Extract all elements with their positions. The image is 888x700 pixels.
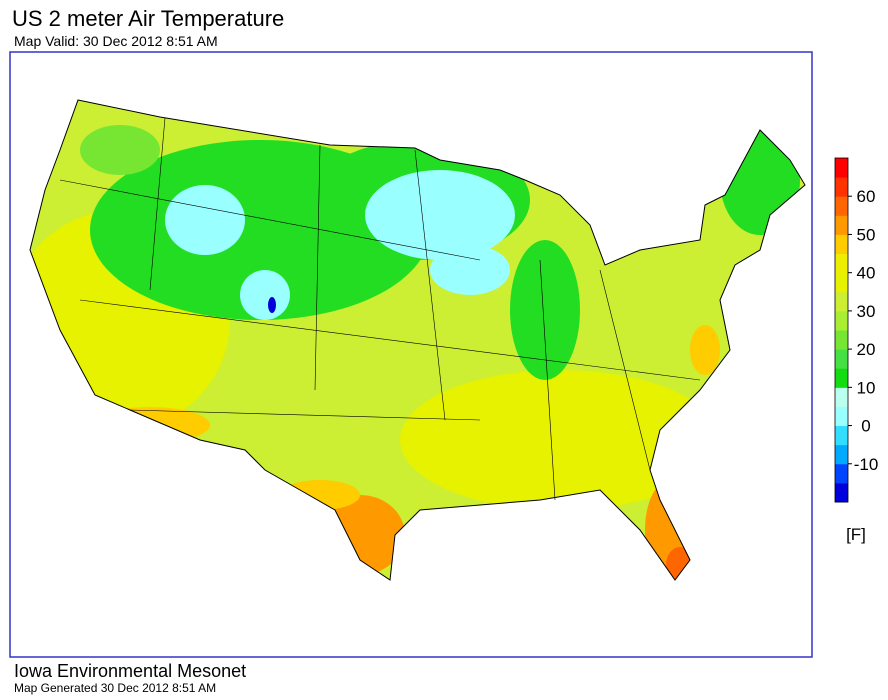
colorbar-band	[835, 196, 848, 216]
colorbar-label: -10	[854, 455, 879, 474]
colorbar-band	[835, 272, 848, 293]
colorbar-band	[835, 234, 848, 255]
us-outline	[29, 99, 806, 581]
title: US 2 meter Air Temperature	[12, 6, 284, 31]
colorbar-band	[835, 444, 848, 465]
colorbar-band	[835, 330, 848, 350]
colorbar-band	[835, 310, 848, 331]
footer-org: Iowa Environmental Mesonet	[14, 661, 246, 681]
subtitle: Map Valid: 30 Dec 2012 8:51 AM	[14, 33, 218, 49]
colorbar-band	[835, 387, 848, 407]
colorbar-label: 20	[857, 340, 876, 359]
colorbar-band	[835, 482, 848, 503]
colorbar-band	[835, 368, 848, 388]
colorbar-label: 40	[857, 264, 876, 283]
colorbar-band	[835, 406, 848, 427]
state-lines	[59, 117, 701, 501]
colorbar-band	[835, 463, 848, 484]
colorbar-band	[835, 215, 848, 235]
footer-generated: Map Generated 30 Dec 2012 8:51 AM	[14, 681, 216, 695]
colorbar-band	[835, 158, 848, 178]
colorbar-unit: [F]	[846, 525, 866, 544]
colorbar-band	[835, 177, 848, 197]
colorbar-band	[835, 291, 848, 312]
colorbar-band	[835, 425, 848, 446]
colorbar-frame	[834, 157, 849, 503]
colorbar-label: 30	[857, 302, 876, 321]
colorbar-label: 50	[857, 225, 876, 244]
colorbar-band	[835, 349, 848, 369]
legend: -10 0 10 20 30 40 50 60 [F]	[834, 157, 879, 544]
colorbar-band	[835, 253, 848, 274]
colorbar-label: 10	[857, 378, 876, 397]
colorbar-label: 0	[861, 417, 870, 436]
colorbar-label: 60	[857, 187, 876, 206]
